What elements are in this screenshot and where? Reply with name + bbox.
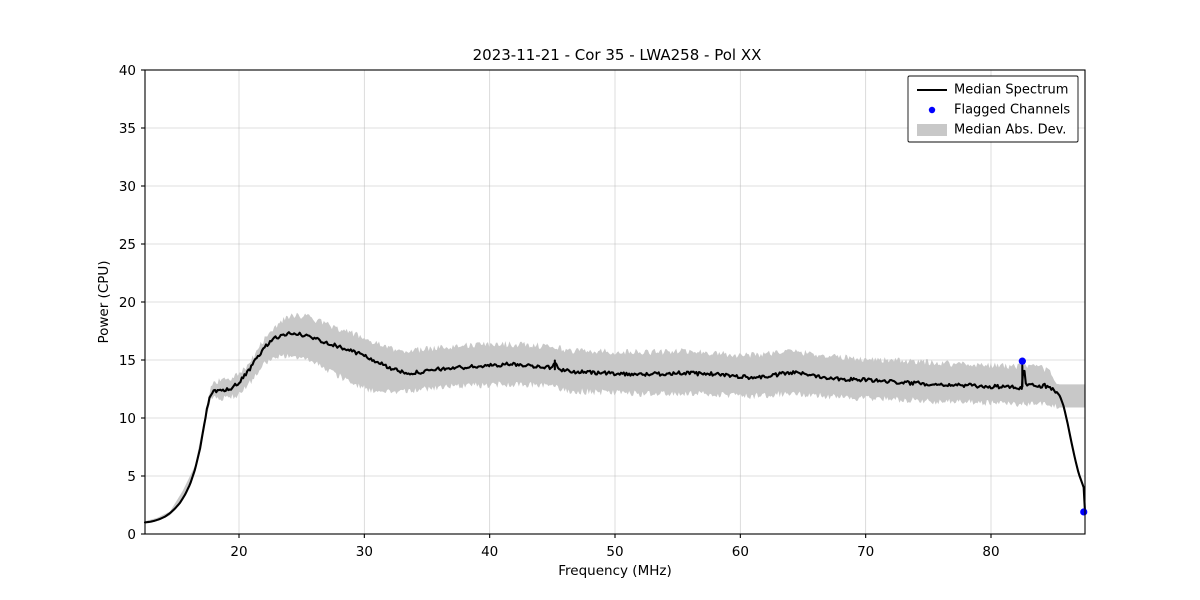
x-tick-label: 20	[230, 544, 247, 560]
grid-lines	[145, 69, 1085, 534]
y-tick-label: 5	[127, 469, 136, 485]
flagged-channel-point	[1018, 357, 1026, 365]
y-tick-label: 20	[119, 295, 136, 311]
median-spectrum-line	[143, 331, 1087, 524]
x-tick-label: 50	[606, 544, 623, 560]
legend-box	[907, 75, 1079, 143]
y-tick-label: 10	[119, 411, 136, 427]
y-tick-label: 25	[119, 237, 136, 253]
flagged-channel-point	[1080, 508, 1088, 516]
y-tick-label: 35	[119, 121, 136, 137]
y-tick-label: 30	[119, 179, 136, 195]
mad-band-area	[145, 312, 1085, 524]
legend-entry-label: Median Spectrum	[954, 83, 1068, 98]
legend-entry-label: Flagged Channels	[954, 103, 1070, 118]
x-tick-label: 60	[732, 544, 749, 560]
chart-legend: Median Spectrum Flagged Channels Median Ab…	[907, 75, 1079, 143]
legend-entry-label: Median Abs. Dev.	[954, 123, 1066, 138]
page-title: 2023-11-21 - Cor 35 - LWA258 - Pol XX	[473, 46, 762, 64]
x-tick-label: 30	[356, 544, 373, 560]
x-tick-label: 40	[481, 544, 498, 560]
mad-band-polygon	[145, 312, 1085, 524]
legend-marker-patch	[917, 124, 947, 136]
x-tick-label: 80	[982, 544, 999, 560]
x-tick-label: 70	[857, 544, 874, 560]
tick-labels: 20 30 40 50 60 70 80 0 5 10 15 20 25 30 35 40	[119, 63, 1000, 560]
legend-marker-dot	[928, 106, 936, 114]
y-tick-label: 40	[119, 63, 136, 79]
y-tick-label: 15	[119, 353, 136, 369]
axes	[141, 69, 1086, 538]
median-spectrum-path	[143, 331, 1087, 524]
y-axis-label: Power (CPU)	[96, 260, 112, 343]
x-axis-label: Frequency (MHz)	[558, 563, 671, 579]
y-tick-label: 0	[127, 527, 136, 543]
